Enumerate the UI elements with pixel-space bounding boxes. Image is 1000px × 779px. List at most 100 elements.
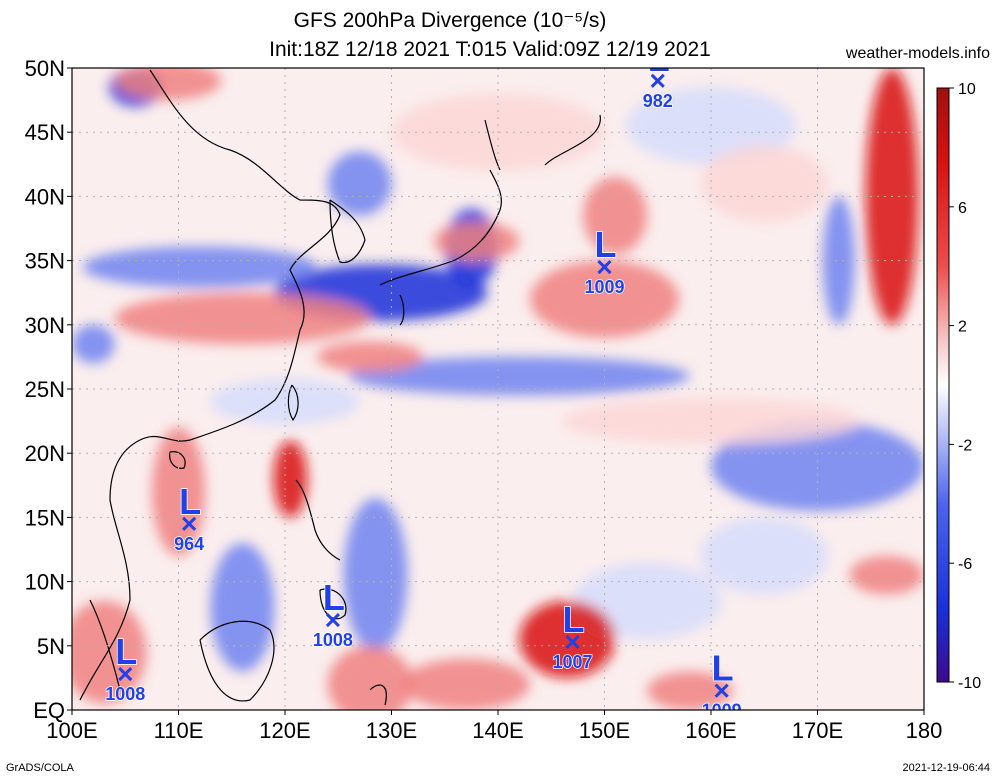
- divergence-blob-positive-16: [519, 600, 616, 678]
- low-pressure-value: 982: [643, 91, 673, 111]
- y-tick-label: 15N: [25, 505, 65, 530]
- low-pressure-markers: L 982 L 1009 L 964 L 1008 L 1007 L 1008 L 1009: [104, 38, 743, 721]
- divergence-blob-negative-3: [327, 151, 392, 216]
- low-pressure-value: 1007: [553, 652, 593, 672]
- colorbar-tick-label: -6: [958, 556, 972, 573]
- coast-mindanao: [319, 588, 347, 620]
- low-center-x: [565, 634, 580, 650]
- x-tick-label: 170E: [792, 718, 843, 743]
- low-center-x: [118, 666, 133, 682]
- low-marker: L 1009: [584, 223, 626, 298]
- x-tick-label: 100E: [46, 718, 97, 743]
- low-pressure-value: 1009: [584, 277, 624, 297]
- divergence-blob-negative-10: [343, 498, 408, 653]
- x-tick-label: 140E: [472, 718, 523, 743]
- plot-area: L 982 L 1009 L 964 L 1008 L 1007 L 1008 L 1009: [72, 38, 924, 721]
- low-pressure-value: 964: [174, 534, 204, 554]
- divergence-field: [72, 68, 924, 710]
- low-marker: L 1009: [701, 647, 743, 721]
- coast-korea: [329, 199, 366, 264]
- divergence-blob-negative-4: [82, 246, 317, 288]
- colorbar-ticks: 10 6 2 -2 -6 -10: [949, 81, 981, 692]
- coastlines: [79, 69, 601, 706]
- colorbar-tick-label: -10: [958, 675, 981, 692]
- divergence-blob-positive-25: [434, 222, 520, 261]
- x-tick-label: 110E: [154, 718, 204, 743]
- divergence-blob-positive-24: [849, 555, 924, 595]
- low-center-x: [650, 73, 665, 88]
- divergence-blob-positive-32: [316, 341, 424, 373]
- divergence-blob-negative-7: [348, 356, 690, 396]
- divergence-blob-positive-29: [327, 645, 413, 710]
- divergence-blob-positive-28: [647, 671, 733, 710]
- divergence-blob-negative-12: [72, 324, 115, 364]
- divergence-blob-positive-21: [114, 292, 371, 345]
- low-letter: L: [595, 224, 617, 265]
- low-pressure-value: 1009: [702, 701, 742, 721]
- divergence-blob-positive-20: [151, 427, 206, 556]
- coast-hainan: [169, 451, 186, 469]
- divergence-blob-positive-26: [561, 397, 861, 445]
- coast-new-guinea: [369, 684, 387, 706]
- low-letter: L: [648, 38, 670, 79]
- credit-left: GrADS/COLA: [6, 762, 74, 774]
- y-tick-label: 45N: [25, 120, 65, 145]
- x-axis: 100E 110E 120E 130E 140E 150E 160E 170E 180: [46, 710, 942, 743]
- x-tick-label: 150E: [579, 718, 630, 743]
- colorbar: 10 6 2 -2 -6 -10: [936, 81, 981, 692]
- coast-asia-mainland: [79, 69, 341, 701]
- y-tick-label: 20N: [25, 441, 65, 466]
- x-tick-label: 120E: [259, 718, 310, 743]
- low-center-x: [325, 613, 340, 628]
- coast-kamchatka: [544, 114, 601, 166]
- coast-sakhalin: [484, 119, 501, 171]
- colorbar-tick-label: 10: [958, 81, 976, 98]
- divergence-blob-positive-23: [114, 68, 222, 101]
- low-marker: L 1008: [312, 576, 354, 651]
- y-tick-label: 5N: [37, 634, 65, 659]
- divergence-blob-positive-31: [700, 145, 829, 223]
- y-tick-label: 25N: [25, 377, 65, 402]
- low-letter: L: [712, 648, 734, 689]
- coast-japan: [379, 169, 502, 326]
- low-pressure-value: 1008: [105, 684, 145, 704]
- divergence-blob-positive-19: [273, 440, 308, 518]
- divergence-blob-negative-13: [700, 517, 829, 595]
- colorbar-tick-label: -2: [958, 437, 972, 454]
- x-tick-label: 160E: [685, 718, 736, 743]
- low-letter: L: [323, 577, 345, 618]
- low-marker: L 982: [642, 38, 674, 112]
- credit-right: 2021-12-19-06:44: [902, 762, 990, 774]
- colorbar-tick-label: 6: [958, 200, 967, 217]
- low-letter: L: [563, 599, 585, 640]
- coast-sumatra-malaya: [89, 599, 121, 691]
- chart-title: GFS 200hPa Divergence (10⁻⁵/s): [293, 9, 607, 32]
- divergence-blob-negative-11: [572, 562, 722, 640]
- low-marker: L 1007: [552, 598, 594, 673]
- site-label: weather-models.info: [845, 45, 990, 62]
- y-axis: EQ 5N 10N 15N 20N 25N 30N 35N 40N 45N 50N: [25, 56, 72, 723]
- coast-taiwan: [287, 384, 299, 422]
- y-tick-label: 40N: [25, 184, 65, 209]
- grid: [72, 68, 924, 710]
- low-pressure-value: 1008: [313, 630, 353, 650]
- low-marker: L 1008: [104, 630, 146, 705]
- x-tick-label: 130E: [366, 718, 417, 743]
- x-tick-label: 180: [906, 718, 943, 743]
- divergence-blob-negative-6: [711, 421, 924, 511]
- divergence-blob-negative-9: [210, 543, 275, 672]
- divergence-blob-negative-5: [822, 196, 855, 325]
- coast-borneo: [199, 620, 275, 702]
- y-tick-label: 35N: [25, 249, 65, 274]
- divergence-blob-negative-8: [210, 378, 360, 425]
- y-tick-label: EQ: [33, 698, 65, 723]
- colorbar-tick-label: 2: [958, 319, 967, 336]
- divergence-blob-positive-27: [402, 658, 530, 710]
- coast-luzon: [295, 479, 341, 561]
- low-center-x: [182, 516, 197, 531]
- low-center-x: [597, 259, 612, 275]
- colorbar-gradient: [936, 87, 950, 683]
- divergence-blob-positive-18: [583, 177, 648, 255]
- low-letter: L: [179, 481, 201, 522]
